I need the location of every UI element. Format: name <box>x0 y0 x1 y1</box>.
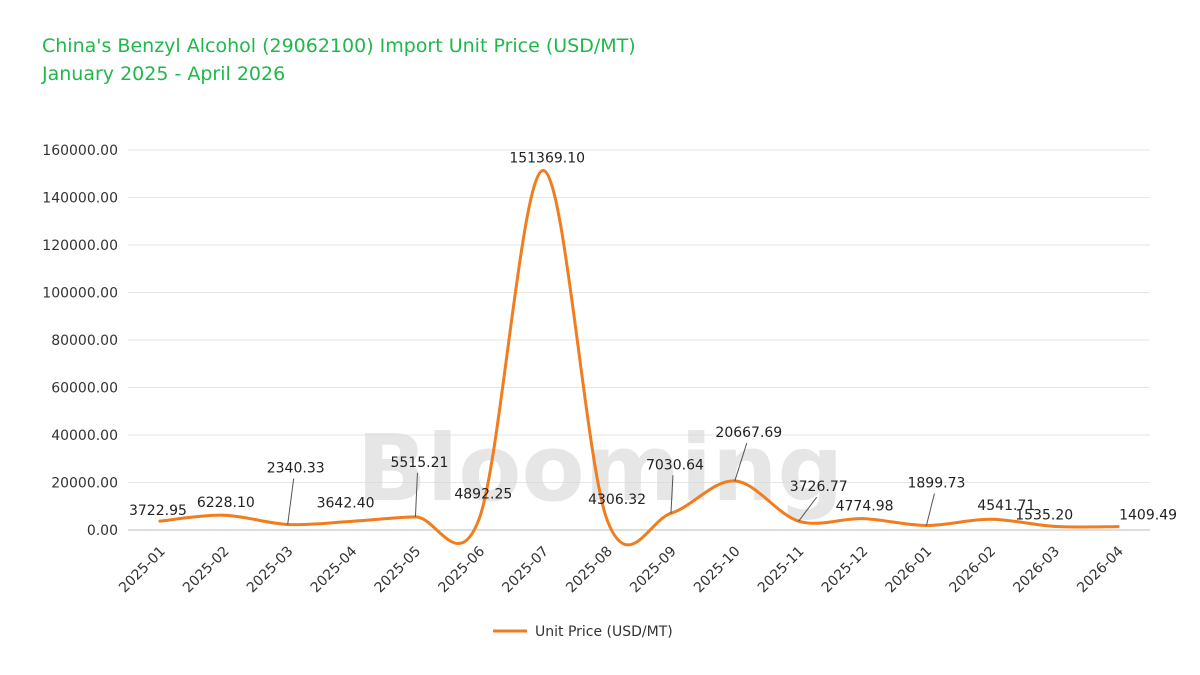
y-tick-label: 160000.00 <box>42 143 118 159</box>
y-tick-label: 100000.00 <box>42 286 118 302</box>
data-label: 1899.73 <box>907 475 965 491</box>
data-label: 6228.10 <box>197 495 255 511</box>
label-leaders <box>287 442 935 526</box>
data-label: 2340.33 <box>267 460 325 476</box>
x-tick-label: 2025-06 <box>435 543 488 596</box>
data-point <box>350 519 354 523</box>
data-label: 1409.49 <box>1119 508 1177 524</box>
data-label: 7030.64 <box>646 457 704 473</box>
data-label: 4306.32 <box>588 492 646 508</box>
chart-title-block: China's Benzyl Alcohol (29062100) Import… <box>42 32 636 88</box>
watermark-text: Blooming <box>357 415 844 522</box>
x-axis: 2025-01 2025-02 2025-03 2025-04 2025-05 2025-… <box>116 543 1127 596</box>
y-tick-label: 60000.00 <box>51 381 118 397</box>
x-tick-label: 2025-11 <box>755 544 808 597</box>
chart-title: China's Benzyl Alcohol (29062100) Import… <box>42 35 636 57</box>
data-point <box>605 518 609 522</box>
data-label: 5515.21 <box>390 455 448 471</box>
grid-lines <box>128 149 1150 531</box>
data-label: 1535.20 <box>1015 507 1073 523</box>
data-point <box>158 519 162 523</box>
data-labels: 3722.95 6228.10 2340.33 3642.40 5515.21 4892.… <box>129 150 1177 523</box>
data-point <box>988 517 992 521</box>
label-leader-line <box>925 493 935 526</box>
label-leader-line <box>670 475 674 514</box>
x-tick-label: 2025-01 <box>116 544 169 597</box>
label-leader-line <box>287 478 295 525</box>
data-point <box>541 168 545 172</box>
legend: Unit Price (USD/MT) <box>493 624 673 640</box>
x-tick-label: 2025-03 <box>244 544 297 597</box>
data-label: 3726.77 <box>790 479 848 495</box>
x-tick-label: 2026-02 <box>946 544 999 597</box>
x-tick-label: 2025-12 <box>819 544 872 597</box>
series-layer <box>158 168 1120 547</box>
x-tick-label: 2025-05 <box>372 544 425 597</box>
data-point <box>861 517 865 521</box>
data-point <box>1052 524 1056 528</box>
data-label: 3722.95 <box>129 503 187 519</box>
y-tick-label: 120000.00 <box>42 238 118 254</box>
x-tick-label: 2025-08 <box>563 544 616 597</box>
data-label: 3642.40 <box>317 495 375 511</box>
data-label: 151369.10 <box>509 150 585 166</box>
x-tick-label: 2025-10 <box>691 544 744 597</box>
legend-label: Unit Price (USD/MT) <box>535 624 673 640</box>
data-point <box>222 513 226 517</box>
y-tick-label: 140000.00 <box>42 191 118 207</box>
data-point <box>477 516 481 520</box>
label-leader-line <box>798 496 818 522</box>
data-label: 4774.98 <box>836 499 894 515</box>
data-label: 20667.69 <box>715 425 782 441</box>
x-tick-label: 2026-04 <box>1074 543 1127 596</box>
y-axis: 0.00 20000.00 40000.00 60000.00 80000.00 1000… <box>42 143 118 539</box>
x-tick-label: 2025-02 <box>180 544 233 597</box>
x-tick-label: 2026-01 <box>883 544 936 597</box>
watermark-layer: Blooming <box>357 415 844 522</box>
x-tick-label: 2026-03 <box>1010 544 1063 597</box>
y-tick-label: 40000.00 <box>51 428 118 444</box>
data-point <box>1116 525 1120 529</box>
y-tick-label: 20000.00 <box>51 476 118 492</box>
y-tick-label: 80000.00 <box>51 333 118 349</box>
chart-subtitle: January 2025 - April 2026 <box>42 63 286 85</box>
label-leader-line <box>414 472 418 517</box>
x-tick-label: 2025-07 <box>499 544 552 597</box>
x-tick-label: 2025-04 <box>308 543 361 596</box>
y-tick-label: 0.00 <box>87 523 118 539</box>
x-tick-label: 2025-09 <box>627 544 680 597</box>
label-leader-line <box>734 442 748 482</box>
data-label: 4892.25 <box>454 486 512 502</box>
data-label: 4541.71 <box>977 498 1035 514</box>
